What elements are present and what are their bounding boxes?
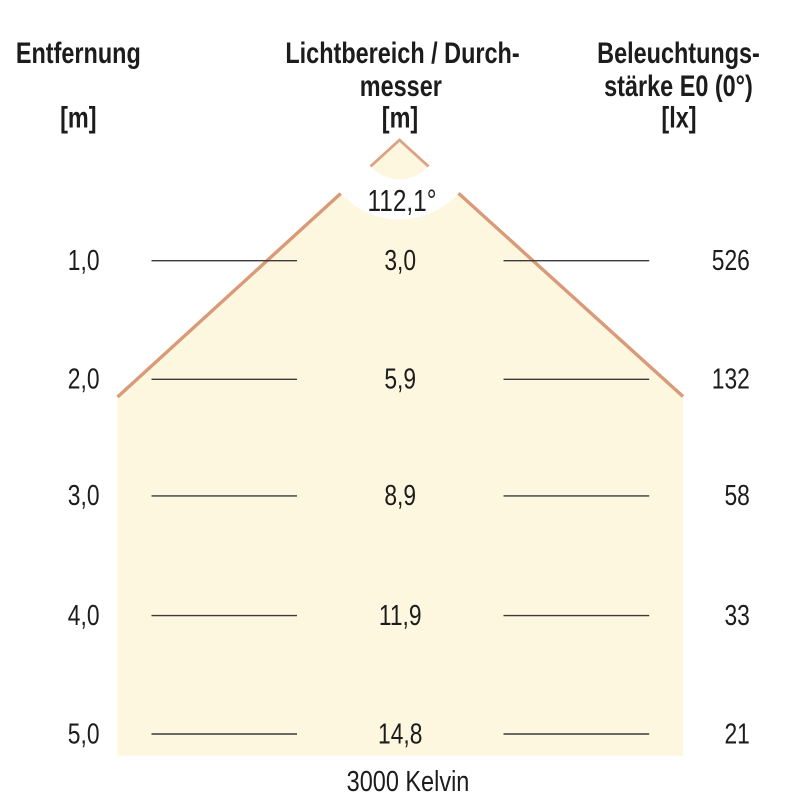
svg-text:1,0: 1,0 [68, 246, 100, 277]
svg-text:526: 526 [712, 246, 750, 277]
svg-text:Entfernung: Entfernung [16, 36, 141, 69]
svg-text:2,0: 2,0 [68, 364, 100, 395]
svg-text:33: 33 [724, 601, 749, 632]
svg-text:21: 21 [724, 719, 749, 750]
svg-text:3,0: 3,0 [384, 246, 416, 277]
svg-text:[m]: [m] [60, 101, 96, 134]
svg-text:[lx]: [lx] [661, 101, 696, 134]
svg-text:messer: messer [360, 69, 442, 102]
svg-text:5,9: 5,9 [384, 364, 416, 395]
svg-text:11,9: 11,9 [379, 601, 422, 632]
svg-text:8,9: 8,9 [384, 481, 416, 512]
svg-text:112,1°: 112,1° [368, 183, 437, 217]
svg-text:stärke E0 (0°): stärke E0 (0°) [604, 69, 753, 102]
svg-text:5,0: 5,0 [68, 719, 100, 750]
svg-text:132: 132 [712, 364, 750, 395]
svg-text:4,0: 4,0 [68, 601, 100, 632]
svg-text:58: 58 [724, 481, 749, 512]
svg-text:3,0: 3,0 [68, 481, 100, 512]
svg-text:Beleuchtungs-: Beleuchtungs- [597, 36, 760, 69]
svg-text:3000 Kelvin: 3000 Kelvin [347, 764, 470, 797]
svg-text:14,8: 14,8 [378, 719, 422, 750]
svg-text:Lichtbereich / Durch-: Lichtbereich / Durch- [285, 36, 519, 69]
svg-text:[m]: [m] [382, 101, 418, 134]
